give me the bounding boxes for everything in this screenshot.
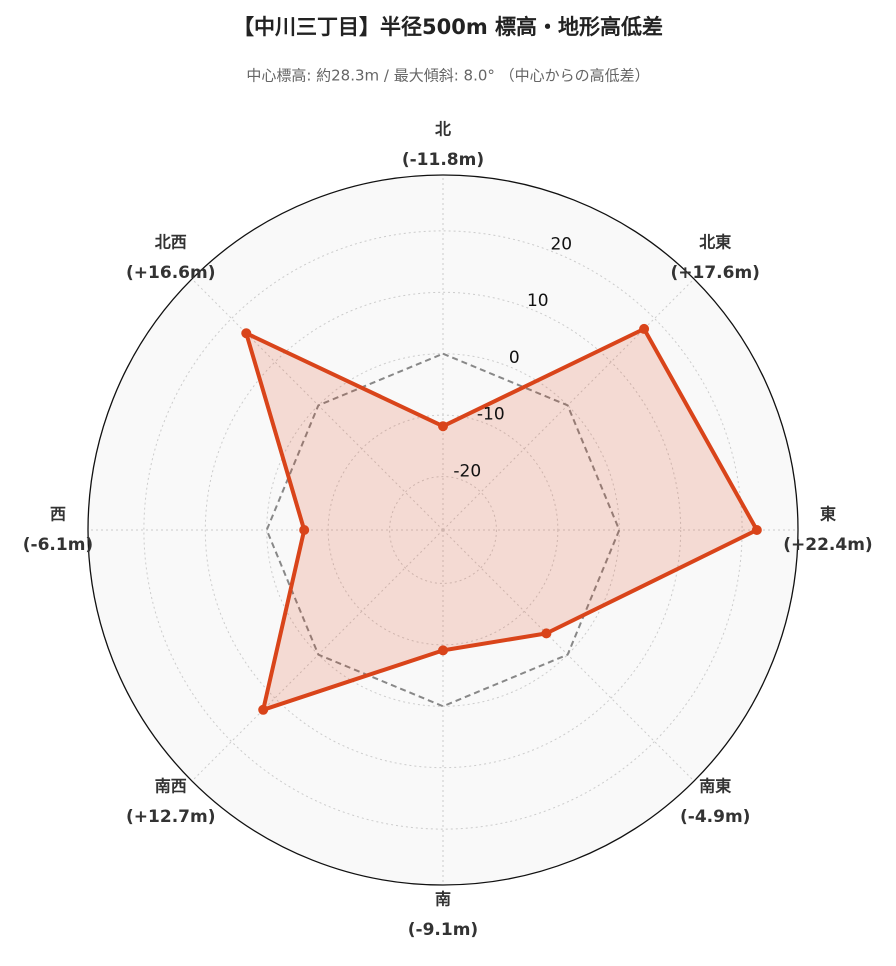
- grid-spoke: [442, 278, 695, 531]
- grid-circle: [204, 291, 682, 769]
- r-tick-label: -10: [477, 405, 505, 425]
- category-label: 南東: [699, 777, 731, 796]
- chart-title: 【中川三丁目】半径500m 標高・地形高低差: [233, 15, 663, 39]
- data-point: [541, 628, 552, 639]
- value-label: (+17.6m): [671, 263, 760, 283]
- data-point: [438, 645, 448, 656]
- grid-spoke: [191, 529, 444, 782]
- grid-circle: [327, 414, 559, 646]
- data-point: [299, 525, 310, 535]
- r-tick-label: 0: [509, 348, 520, 368]
- category-label: 北東: [699, 232, 731, 251]
- value-label: (+16.6m): [126, 263, 215, 283]
- category-label: 北西: [155, 232, 187, 251]
- category-label: 東: [820, 505, 836, 524]
- value-label: (-6.1m): [23, 535, 93, 555]
- value-label: (+12.7m): [126, 807, 215, 827]
- r-tick-label: 20: [550, 234, 572, 254]
- value-label: (-9.1m): [408, 920, 478, 940]
- data-point: [241, 328, 252, 339]
- value-label: (+22.4m): [783, 535, 872, 555]
- category-label: 西: [50, 505, 66, 524]
- grid-spoke: [191, 278, 444, 531]
- r-tick-label: -20: [453, 461, 481, 481]
- data-point: [639, 323, 650, 334]
- value-label: (-4.9m): [680, 807, 750, 827]
- data-point: [438, 421, 448, 432]
- data-point: [751, 525, 762, 535]
- plot-border: [87, 174, 799, 886]
- category-label: 南: [435, 890, 451, 909]
- value-label: (-11.8m): [402, 150, 484, 170]
- grid-circle: [143, 230, 743, 830]
- r-tick-label: 10: [527, 291, 549, 311]
- grid-spoke: [442, 529, 695, 782]
- grid-circle: [389, 476, 497, 584]
- chart-subtitle: 中心標高: 約28.3m / 最大傾斜: 8.0° （中心からの高低差）: [246, 67, 649, 85]
- category-label: 南西: [155, 777, 187, 796]
- data-point: [258, 704, 269, 715]
- category-label: 北: [435, 120, 451, 139]
